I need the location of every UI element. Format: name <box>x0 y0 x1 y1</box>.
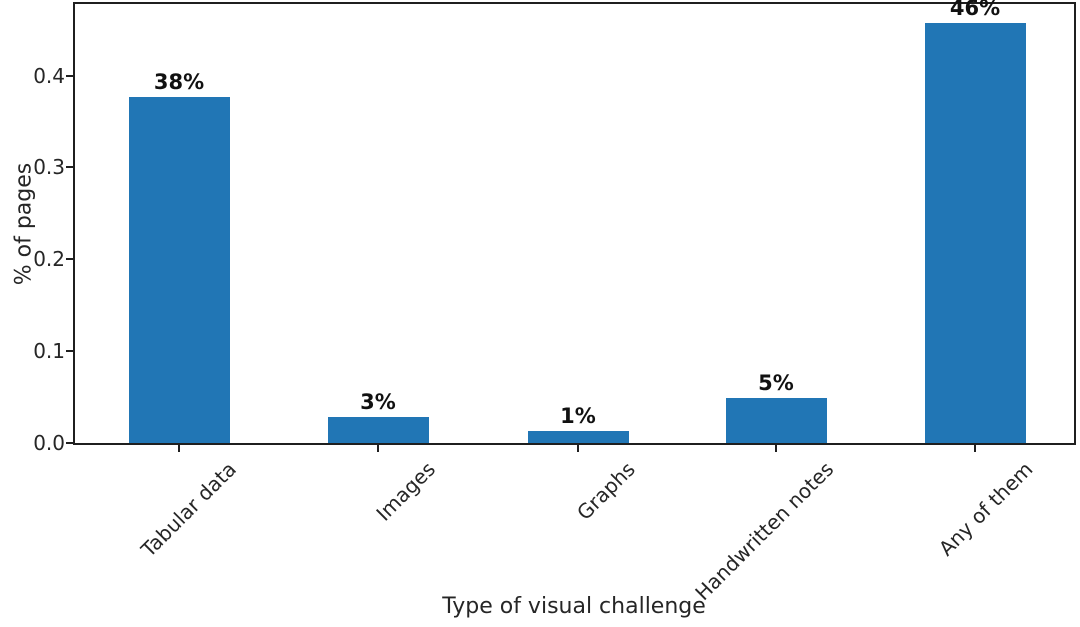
y-tick-label: 0.4 <box>33 63 65 88</box>
x-axis-label: Type of visual challenge <box>442 594 706 619</box>
y-tick-label: 0.1 <box>33 339 65 364</box>
bar-value-label: 5% <box>758 371 794 395</box>
y-tick-mark <box>66 442 75 444</box>
y-tick-label: 0.0 <box>33 431 65 455</box>
x-tick-label: Any of them <box>933 457 1037 561</box>
bar-images <box>327 417 429 443</box>
x-tick-mark <box>775 443 777 452</box>
x-tick-label: Handwritten notes <box>689 457 838 606</box>
y-tick-label: 0.2 <box>33 247 65 272</box>
y-tick-mark <box>66 166 75 169</box>
bar-value-label: 46% <box>949 0 1001 20</box>
y-tick-mark <box>66 74 75 77</box>
bar-tabular-data <box>128 97 230 443</box>
bar-graphs <box>527 431 629 443</box>
x-tick-mark <box>577 443 579 452</box>
y-tick-label: 0.3 <box>33 155 65 180</box>
y-tick-mark <box>66 350 75 353</box>
bar-any-of-them <box>924 23 1026 443</box>
x-tick-mark <box>974 443 976 452</box>
bar-handwritten-notes <box>725 398 827 443</box>
x-tick-mark <box>178 443 180 452</box>
y-tick-mark <box>66 258 75 261</box>
bar-value-label: 1% <box>560 404 596 428</box>
x-tick-label: Tabular data <box>136 457 241 562</box>
bar-value-label: 38% <box>153 70 205 94</box>
x-tick-mark <box>377 443 379 452</box>
plot-area: 0.0 0.1 0.2 0.3 0.4 38% Tabular data 3% Images 1%… <box>33 0 1076 605</box>
x-tick-label: Images <box>371 457 440 526</box>
x-tick-label: Graphs <box>572 457 640 525</box>
bar-value-label: 3% <box>360 390 396 414</box>
